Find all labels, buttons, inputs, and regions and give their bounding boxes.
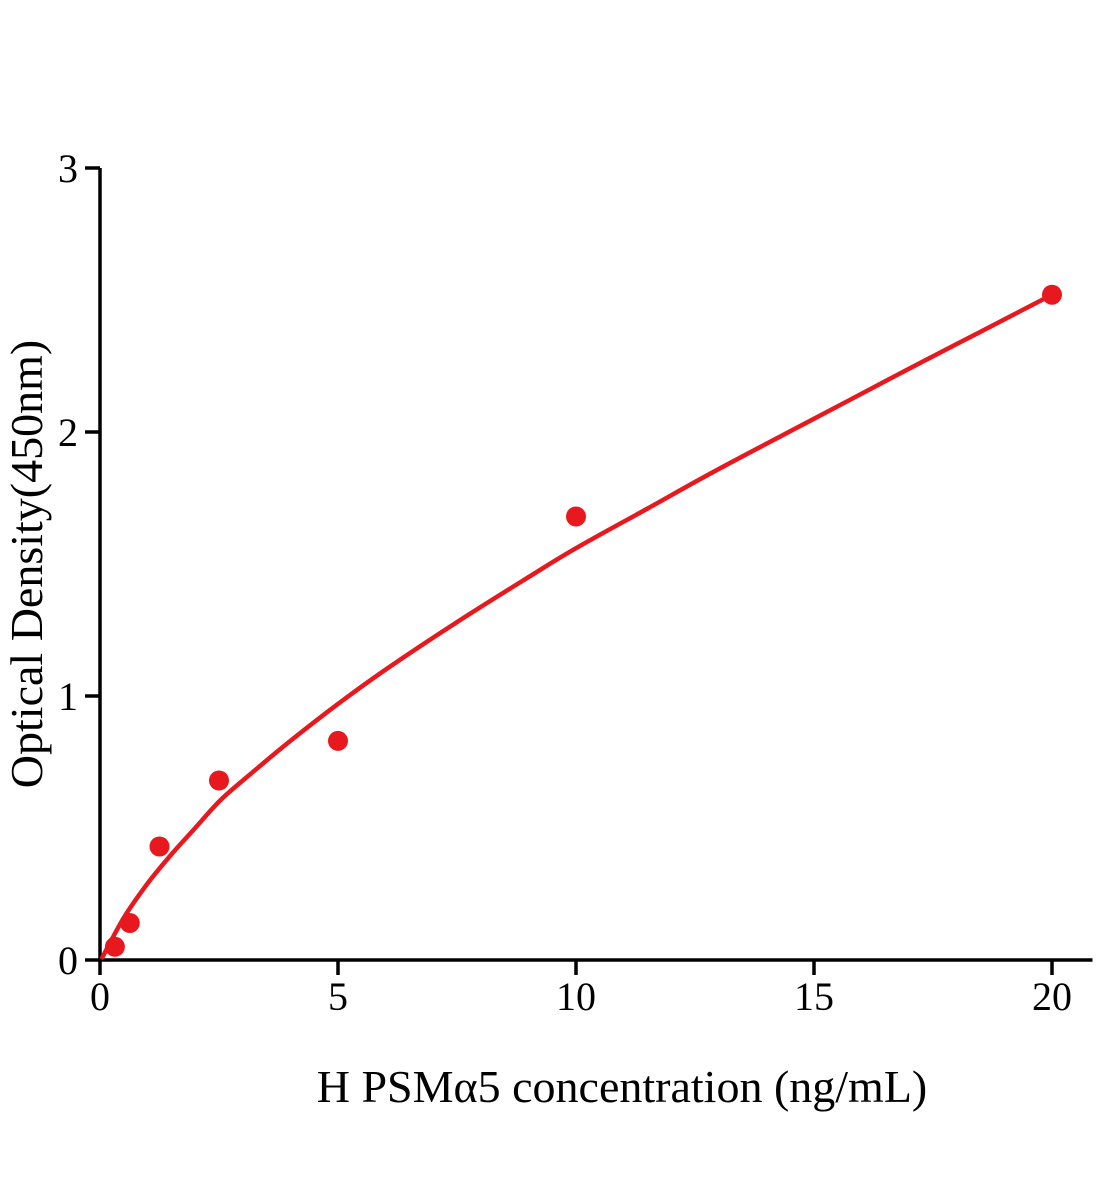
x-tick-label: 20 bbox=[1032, 974, 1072, 1019]
x-tick-label: 0 bbox=[90, 974, 110, 1019]
y-tick-label: 1 bbox=[58, 674, 78, 719]
y-tick-label: 3 bbox=[58, 146, 78, 191]
data-point bbox=[149, 836, 170, 857]
x-tick-label: 5 bbox=[328, 974, 348, 1019]
plot-area: 0 5 10 15 20 0 1 2 3 bbox=[58, 146, 1093, 1019]
data-point bbox=[119, 913, 140, 933]
fit-curve bbox=[100, 292, 1055, 960]
x-tick-label: 10 bbox=[556, 974, 596, 1019]
data-point bbox=[1042, 284, 1062, 305]
x-axis-label: H PSMα5 concentration (ng/mL) bbox=[317, 1061, 928, 1112]
data-point bbox=[566, 506, 586, 527]
data-point bbox=[209, 770, 229, 791]
x-tick-label: 15 bbox=[794, 974, 834, 1019]
data-point bbox=[328, 730, 348, 751]
data-point bbox=[104, 936, 125, 957]
y-axis-label: Optical Density(450nm) bbox=[1, 340, 52, 788]
y-tick-label: 0 bbox=[58, 938, 78, 983]
y-tick-label: 2 bbox=[58, 410, 78, 455]
